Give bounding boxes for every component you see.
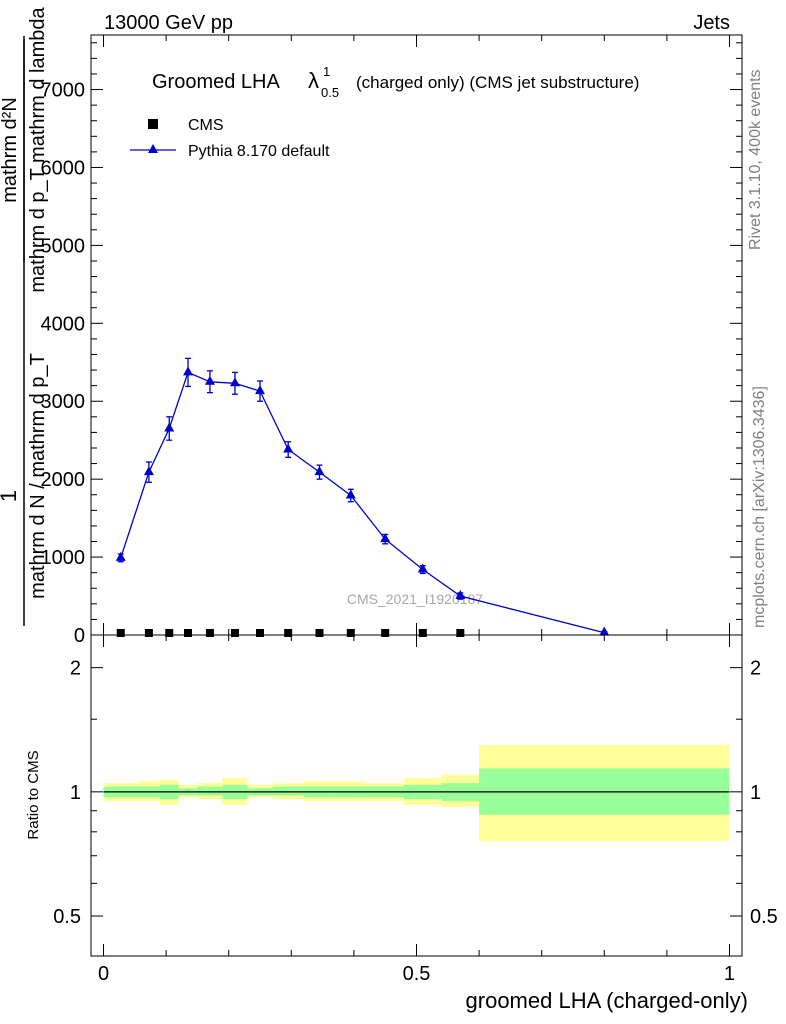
ratio-y-tick-label: 0.5: [53, 906, 81, 928]
pythia-point: [115, 551, 126, 561]
pythia-series-line: [120, 371, 605, 634]
ratio-y-tick-label-right: 2: [750, 658, 761, 680]
ratio-y-tick-label: 2: [70, 658, 81, 680]
ratio-y-axis-label: Ratio to CMS: [25, 750, 42, 839]
legend: CMS Pythia 8.170 default: [130, 117, 330, 160]
ratio-bands-layer: [103, 744, 730, 842]
cms-data-point: [284, 629, 293, 637]
x-tick-label: 0.5: [403, 963, 431, 985]
mcplots-label: mcplots.cern.ch [arXiv:1306.3436]: [751, 386, 768, 628]
legend-pythia-marker: [148, 144, 158, 153]
main-y-tick-label: 6000: [41, 157, 86, 179]
title-suffix: (charged only) (CMS jet substructure): [356, 73, 639, 92]
ratio-y-tick-label-right: 1: [750, 782, 761, 804]
legend-pythia-label: Pythia 8.170 default: [188, 143, 330, 160]
title-lambda: λ: [308, 68, 319, 93]
pythia-point: [455, 590, 466, 600]
cms-data-point: [165, 629, 174, 637]
ratio-y-tick-label: 1: [70, 782, 81, 804]
title-main: Groomed LHA: [152, 71, 280, 93]
ratio-plot-frame: [90, 634, 743, 957]
ratio-inner-band: [197, 786, 223, 796]
pythia-point: [164, 422, 175, 432]
x-tick-label: 0: [98, 963, 109, 985]
pythia-point: [380, 533, 391, 543]
pythia-point: [599, 626, 610, 636]
cms-data-point: [230, 629, 239, 637]
title-sub: 0.5: [321, 85, 339, 100]
rivet-label: Rivet 3.1.10, 400k events: [747, 69, 764, 250]
ylabel-dnum: mathrm d²N: [0, 97, 21, 203]
pythia-point: [345, 489, 356, 499]
cms-data-point: [315, 629, 324, 637]
x-tick-label: 1: [724, 963, 735, 985]
cms-data-point: [144, 629, 153, 637]
pythia-point: [417, 563, 428, 573]
main-y-tick-label: 2000: [41, 469, 86, 491]
legend-cms-label: CMS: [188, 117, 224, 134]
pythia-point: [204, 375, 215, 385]
main-y-tick-label: 0: [74, 625, 85, 647]
title-sup: 1: [323, 64, 330, 79]
ratio-inner-band: [272, 786, 304, 796]
cms-data-point: [381, 629, 390, 637]
pythia-point: [229, 377, 240, 387]
cms-data-point: [256, 629, 265, 637]
x-tick-labels: 0 0.5 1: [98, 963, 735, 985]
main-y-tick-label: 5000: [41, 235, 86, 257]
cms-data-point: [184, 629, 193, 637]
cms-data-point: [418, 629, 427, 637]
main-y-tick-label: 1000: [41, 547, 86, 569]
ratio-axis-ticks: 0.5 0.5 1 1 2 2: [53, 635, 778, 956]
main-y-tick-label: 3000: [41, 391, 86, 413]
x-axis-label: groomed LHA (charged-only): [466, 988, 748, 1013]
pythia-point: [143, 466, 154, 476]
main-y-tick-label: 7000: [41, 80, 86, 102]
pythia-point: [255, 385, 266, 395]
main-axis-ticks: 0 1000 2000 3000 4000 5000 6000 7000: [41, 35, 742, 647]
header-energy: 13000 GeV pp: [104, 12, 233, 34]
main-series-layer: [115, 357, 610, 637]
cms-data-point: [346, 629, 355, 637]
cms-data-point: [205, 629, 214, 637]
analysis-watermark: CMS_2021_I1920187: [347, 591, 483, 607]
cms-data-point: [116, 629, 125, 637]
header-category: Jets: [693, 12, 730, 34]
ratio-y-tick-label-right: 0.5: [750, 906, 778, 928]
main-y-axis-label: 1 mathrm d N / mathrm d p_T mathrm d²N m…: [0, 6, 49, 626]
cms-data-point: [456, 629, 465, 637]
pythia-point: [314, 466, 325, 476]
legend-cms-marker: [148, 119, 158, 129]
ylabel-numerator: 1: [0, 490, 21, 502]
ylabel-denominator: mathrm d N / mathrm d p_T: [27, 353, 49, 599]
plot-title: Groomed LHA λ 1 0.5 (charged only) (CMS …: [152, 64, 639, 100]
ylabel-dden: mathrm d p_T mathrm d lambda: [27, 6, 49, 292]
pythia-point: [183, 366, 194, 376]
main-y-tick-label: 4000: [41, 313, 86, 335]
pythia-point: [283, 443, 294, 453]
